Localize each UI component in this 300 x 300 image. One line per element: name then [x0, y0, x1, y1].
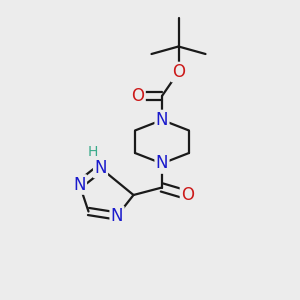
- Text: N: N: [156, 154, 168, 172]
- Text: O: O: [131, 87, 145, 105]
- Text: O: O: [172, 63, 185, 81]
- Text: H: H: [88, 145, 98, 158]
- Text: N: N: [156, 111, 168, 129]
- Text: O: O: [181, 186, 194, 204]
- Text: N: N: [94, 159, 107, 177]
- Text: N: N: [73, 176, 86, 194]
- Text: N: N: [111, 207, 123, 225]
